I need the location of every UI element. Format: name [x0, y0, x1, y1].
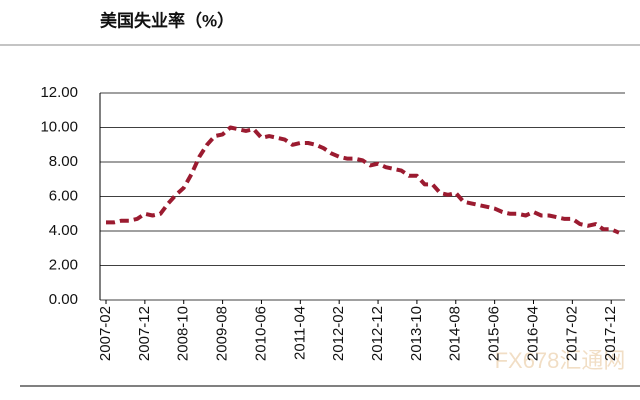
y-tick-label: 2.00 — [49, 256, 78, 273]
x-tick-label: 2017-12 — [602, 306, 619, 361]
chart-title: 美国失业率（%） — [100, 10, 234, 30]
y-tick-label: 8.00 — [49, 153, 78, 170]
y-tick-label: 4.00 — [49, 222, 78, 239]
y-tick-label: 6.00 — [49, 187, 78, 204]
line-series — [106, 125, 620, 235]
x-tick-label: 2017-02 — [563, 306, 580, 361]
x-tick-label: 2007-12 — [136, 306, 153, 361]
x-tick-label: 2012-02 — [330, 306, 347, 361]
watermark: FX678汇通网 — [495, 348, 626, 373]
x-tick-label: 2015-06 — [486, 306, 503, 361]
x-tick-label: 2012-12 — [369, 306, 386, 361]
y-tick-label: 0.00 — [49, 291, 78, 308]
x-tick-label: 2016-04 — [524, 306, 541, 361]
x-tick-label: 2010-06 — [252, 306, 269, 361]
x-tick-label: 2013-10 — [408, 306, 425, 361]
x-tick-label: 2011-04 — [291, 306, 308, 360]
x-tick-label: 2009-08 — [214, 306, 231, 361]
y-tick-label: 10.00 — [40, 118, 78, 135]
x-tick-label: 2007-02 — [97, 306, 114, 361]
x-tick-label: 2014-08 — [447, 306, 464, 361]
y-tick-label: 12.00 — [40, 84, 78, 101]
x-tick-label: 2008-10 — [175, 306, 192, 361]
